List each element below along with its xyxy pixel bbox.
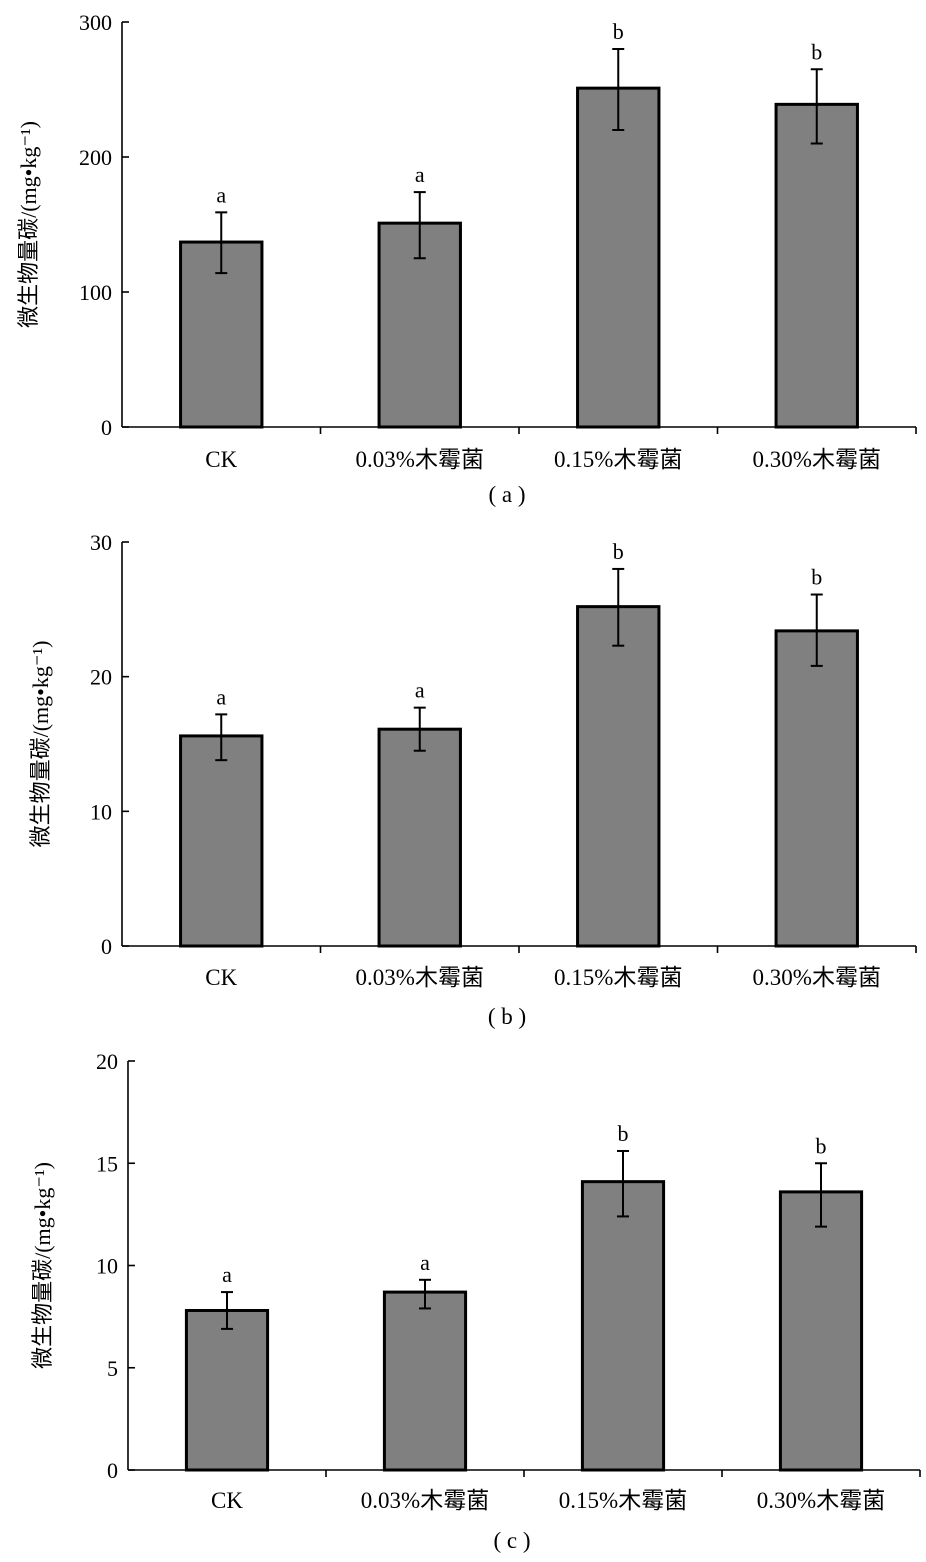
- significance-label: a: [222, 1262, 232, 1287]
- y-tick-label: 0: [101, 415, 112, 440]
- x-category-label: 0.03%木霉菌: [356, 965, 484, 990]
- chart-panel: 0 100 200 300 a CK a 0.03%木霉菌 b 0.15%木霉菌 b 0.30%木霉菌…: [16, 10, 917, 507]
- bar: [774, 629, 859, 948]
- y-tick-label: 30: [90, 530, 112, 555]
- significance-label: a: [415, 678, 425, 703]
- significance-label: a: [415, 162, 425, 187]
- x-category-label: 0.15%木霉菌: [554, 965, 682, 990]
- bar: [377, 221, 462, 429]
- bar: [778, 1190, 864, 1472]
- significance-label: b: [613, 539, 624, 564]
- x-category-label: CK: [205, 447, 237, 472]
- y-axis-label: 微生物量碳/(mg•kg⁻¹): [16, 121, 41, 328]
- y-tick-label: 15: [96, 1151, 118, 1176]
- significance-label: a: [420, 1250, 430, 1275]
- chart-panel: 0 5 10 15 20 a CK a 0.03%木霉菌 b 0.15%木霉菌 b 0.30%木霉菌 微生…: [30, 1049, 921, 1553]
- bar: [580, 1180, 666, 1472]
- y-tick-label: 20: [90, 665, 112, 690]
- x-category-label: 0.03%木霉菌: [361, 1488, 489, 1513]
- chart-panel: 0 10 20 30 a CK a 0.03%木霉菌 b 0.15%木霉菌 b 0.30%木霉菌 微生物…: [28, 530, 917, 1029]
- bar: [184, 1308, 270, 1472]
- x-category-label: 0.30%木霉菌: [757, 1488, 885, 1513]
- y-tick-label: 0: [107, 1458, 118, 1483]
- y-axis-label: 微生物量碳/(mg•kg⁻¹): [28, 641, 53, 848]
- significance-label: b: [618, 1121, 629, 1146]
- x-category-label: CK: [205, 965, 237, 990]
- y-tick-label: 10: [90, 799, 112, 824]
- bar: [576, 86, 661, 429]
- panel-label: ( a ): [488, 482, 525, 507]
- panel-label: ( c ): [493, 1528, 530, 1553]
- y-tick-label: 100: [79, 280, 112, 305]
- bar: [774, 102, 859, 429]
- panel-label: ( b ): [488, 1004, 526, 1029]
- significance-label: b: [613, 19, 624, 44]
- significance-label: b: [811, 565, 822, 590]
- significance-label: a: [216, 182, 226, 207]
- x-category-label: 0.03%木霉菌: [356, 447, 484, 472]
- significance-label: a: [216, 684, 226, 709]
- bar: [377, 727, 462, 948]
- x-category-label: CK: [211, 1488, 243, 1513]
- y-tick-label: 0: [101, 934, 112, 959]
- y-tick-label: 20: [96, 1049, 118, 1074]
- significance-label: b: [811, 39, 822, 64]
- y-axis-label: 微生物量碳/(mg•kg⁻¹): [30, 1162, 55, 1369]
- x-category-label: 0.30%木霉菌: [753, 447, 881, 472]
- y-tick-label: 300: [79, 10, 112, 35]
- bar: [179, 734, 264, 948]
- bar: [382, 1290, 468, 1472]
- significance-label: b: [816, 1133, 827, 1158]
- bar: [576, 605, 661, 948]
- y-tick-label: 10: [96, 1254, 118, 1279]
- y-tick-label: 200: [79, 145, 112, 170]
- y-tick-label: 5: [107, 1356, 118, 1381]
- x-category-label: 0.15%木霉菌: [559, 1488, 687, 1513]
- x-category-label: 0.30%木霉菌: [753, 965, 881, 990]
- x-category-label: 0.15%木霉菌: [554, 447, 682, 472]
